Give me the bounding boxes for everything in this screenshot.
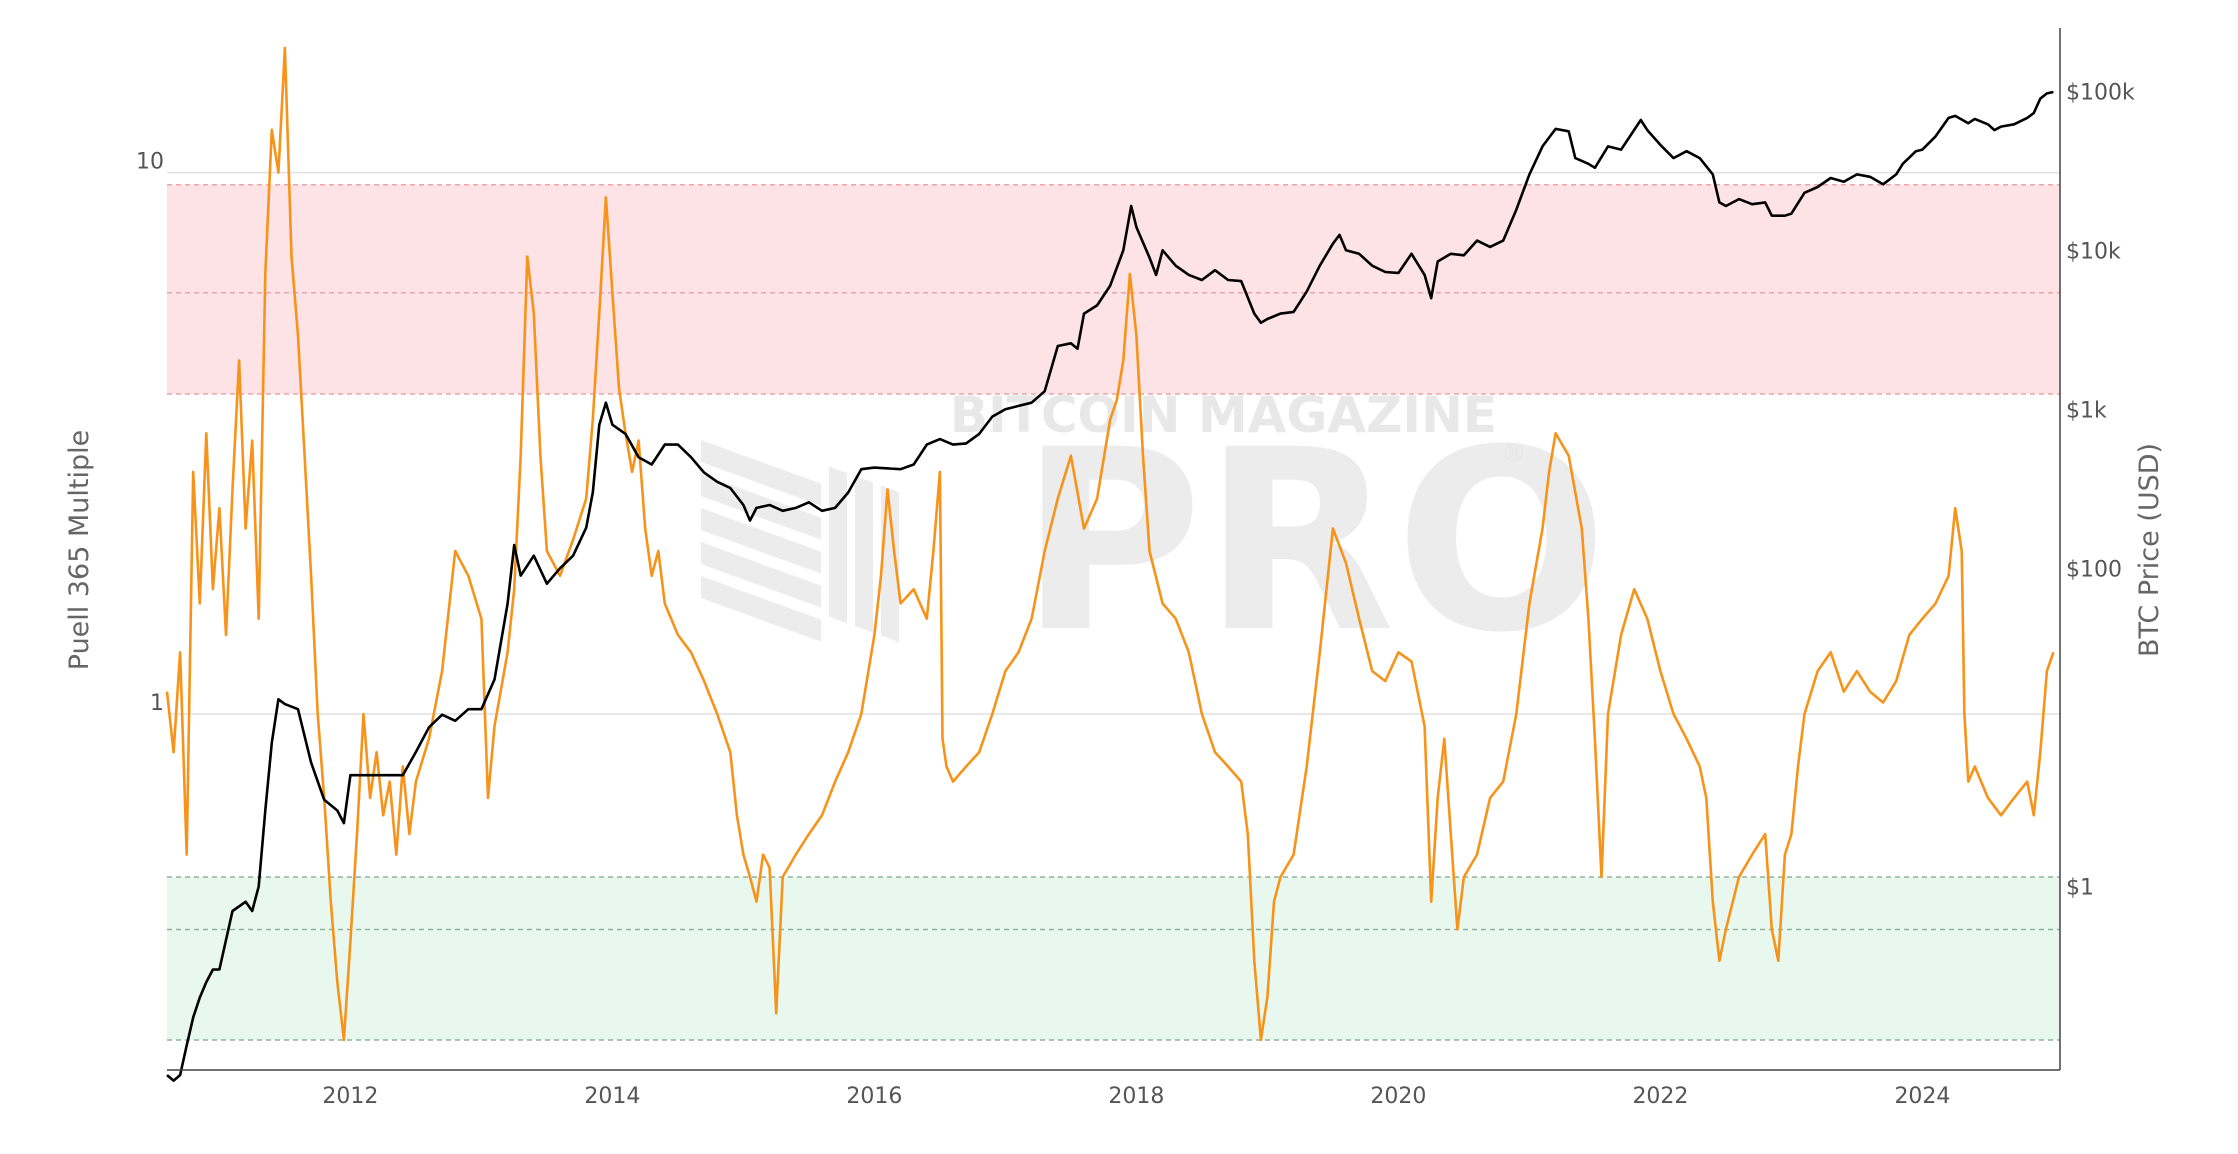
watermark-registered-mark: ®	[1501, 439, 1527, 469]
zone-bands	[167, 183, 2060, 1041]
overvalued-zone	[167, 184, 2060, 395]
x-tick-label: 2014	[584, 1084, 640, 1109]
btc-price-line	[166, 90, 2054, 1082]
x-tick-label: 2018	[1108, 1084, 1164, 1109]
y2-tick-label: $100k	[2066, 80, 2135, 105]
watermark-logo-bar	[855, 476, 873, 633]
tick-labels: 2012 2014 2016 2018 2020 2022 2024 1 10 $1 $100 $1k…	[136, 80, 2135, 1109]
y-tick-label: 1	[150, 691, 164, 716]
watermark-logo-stripe	[701, 576, 821, 642]
y-tick-label: 10	[136, 150, 164, 175]
y2-tick-label: $10k	[2066, 239, 2121, 264]
x-tick-label: 2016	[846, 1084, 902, 1109]
x-tick-label: 2022	[1632, 1084, 1688, 1109]
x-tick-label: 2012	[322, 1084, 378, 1109]
y2-tick-label: $1k	[2066, 398, 2107, 423]
puell-multiple-line	[165, 46, 2055, 1042]
series-lines	[165, 46, 2055, 1082]
watermark-logo-icon	[701, 440, 899, 643]
axes	[167, 28, 2061, 1071]
watermark-logo-bar	[829, 466, 847, 624]
y-axis-title-left: Puell 365 Multiple	[64, 430, 95, 670]
watermark-logo-stripe	[701, 440, 821, 506]
x-tick-label: 2020	[1370, 1084, 1426, 1109]
watermark-logo-stripe	[701, 508, 821, 574]
y2-tick-label: $100	[2066, 557, 2122, 582]
watermark-pro: PRO	[1019, 396, 1607, 687]
chart-frame: BITCOIN MAGAZINE PRO ® 2012 2014 2016 2018 202…	[6, 0, 2232, 1154]
y2-tick-label: $1	[2066, 875, 2094, 900]
axis-titles: Puell 365 Multiple BTC Price (USD)	[64, 430, 2165, 670]
grid-lines	[167, 171, 2060, 715]
x-tick-label: 2024	[1894, 1084, 1950, 1109]
y-axis-title-right: BTC Price (USD)	[2134, 443, 2165, 657]
watermark-logo-stripe	[701, 542, 821, 608]
undervalued-zone	[167, 876, 2060, 1040]
